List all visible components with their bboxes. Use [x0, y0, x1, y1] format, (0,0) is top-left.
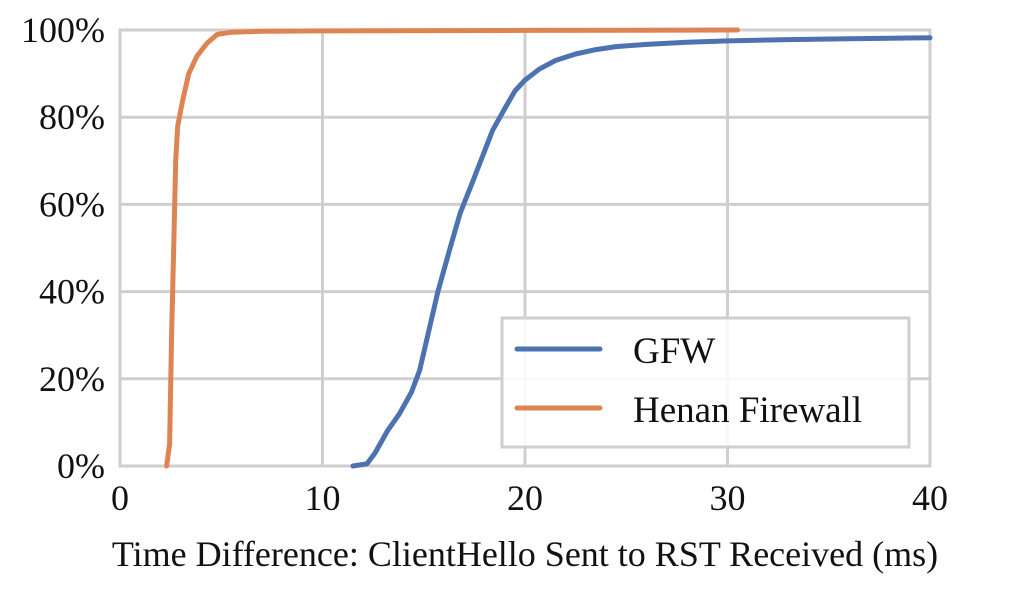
series-line-gfw	[350, 35, 933, 469]
x-tick-label: 40	[912, 478, 948, 518]
y-tick-label: 40%	[39, 272, 105, 312]
legend-label-henan: Henan Firewall	[633, 390, 862, 431]
y-tick-label: 80%	[39, 97, 105, 137]
tick-labels: 0 10 20 30 40 0% 20% 40% 60% 80% 100%	[21, 10, 948, 518]
x-tick-label: 30	[710, 478, 746, 518]
y-tick-label: 60%	[39, 184, 105, 224]
legend-box	[500, 316, 911, 449]
series-lines	[164, 27, 933, 469]
x-tick-label: 0	[111, 478, 129, 518]
y-tick-label: 20%	[39, 359, 105, 399]
x-axis-label: Time Difference: ClientHello Sent to RST…	[112, 534, 938, 574]
legend: GFW Henan Firewall	[500, 316, 911, 449]
legend-label-gfw: GFW	[633, 331, 715, 372]
y-tick-label: 100%	[21, 10, 105, 50]
series-line-henan-firewall	[164, 27, 741, 469]
y-tick-label: 0%	[57, 446, 105, 486]
x-tick-label: 10	[305, 478, 341, 518]
x-tick-label: 20	[507, 478, 543, 518]
